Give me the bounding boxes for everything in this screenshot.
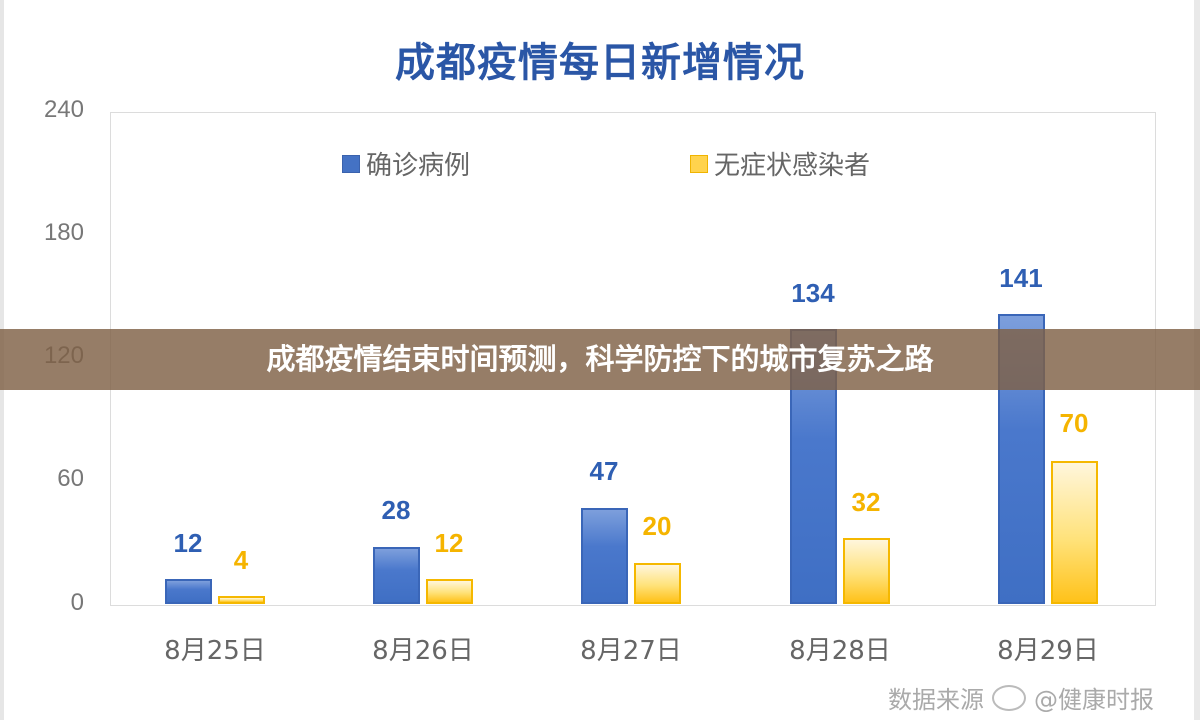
- legend-label: 无症状感染者: [714, 151, 871, 181]
- bar-confirmed-0825: [165, 579, 212, 604]
- bar-asymptomatic-0828: [843, 538, 890, 604]
- x-tick-0825: 8月25日: [164, 636, 266, 666]
- bar-asymptomatic-0829: [1051, 461, 1098, 604]
- bar-asymptomatic-0827: [634, 563, 681, 604]
- bar-asymptomatic-0826: [426, 579, 473, 604]
- value-label-asymptomatic: 4: [233, 545, 249, 575]
- value-label-confirmed: 12: [173, 528, 203, 558]
- value-label-confirmed: 28: [381, 495, 411, 525]
- value-label-confirmed: 141: [999, 263, 1043, 293]
- legend-swatch-yellow: [690, 154, 708, 173]
- headline-banner: [0, 329, 1200, 390]
- x-tick-0827: 8月27日: [580, 636, 682, 666]
- source-name: @健康时报: [1034, 686, 1154, 714]
- value-label-confirmed: 47: [589, 456, 619, 486]
- chart-title: 成都疫情每日新增情况: [395, 40, 805, 86]
- value-label-asymptomatic: 70: [1059, 408, 1089, 438]
- value-label-confirmed: 134: [791, 278, 835, 308]
- data-source: 数据来源 @健康时报: [888, 680, 1154, 715]
- bar-asymptomatic-0825: [218, 596, 265, 604]
- value-label-asymptomatic: 12: [434, 528, 464, 558]
- legend-swatch-blue: [342, 154, 360, 173]
- bar-confirmed-0826: [373, 547, 420, 604]
- y-tick-60: 60: [57, 465, 84, 492]
- weibo-icon: [992, 684, 1026, 711]
- legend-item-asymptomatic: 无症状感染者: [690, 145, 870, 182]
- y-tick-240: 240: [43, 96, 84, 123]
- x-tick-0826: 8月26日: [372, 636, 474, 666]
- source-label: 数据来源: [888, 686, 984, 714]
- x-tick-0829: 8月29日: [997, 636, 1099, 666]
- legend-label: 确诊病例: [366, 151, 471, 181]
- value-label-asymptomatic: 32: [851, 487, 881, 517]
- value-label-asymptomatic: 20: [642, 511, 672, 541]
- x-tick-0828: 8月28日: [789, 636, 891, 666]
- legend-item-confirmed: 确诊病例: [342, 145, 470, 182]
- headline-text: 成都疫情结束时间预测，科学防控下的城市复苏之路: [266, 342, 934, 376]
- bar-confirmed-0827: [581, 508, 628, 604]
- y-tick-180: 180: [43, 219, 84, 246]
- y-tick-0: 0: [70, 589, 84, 616]
